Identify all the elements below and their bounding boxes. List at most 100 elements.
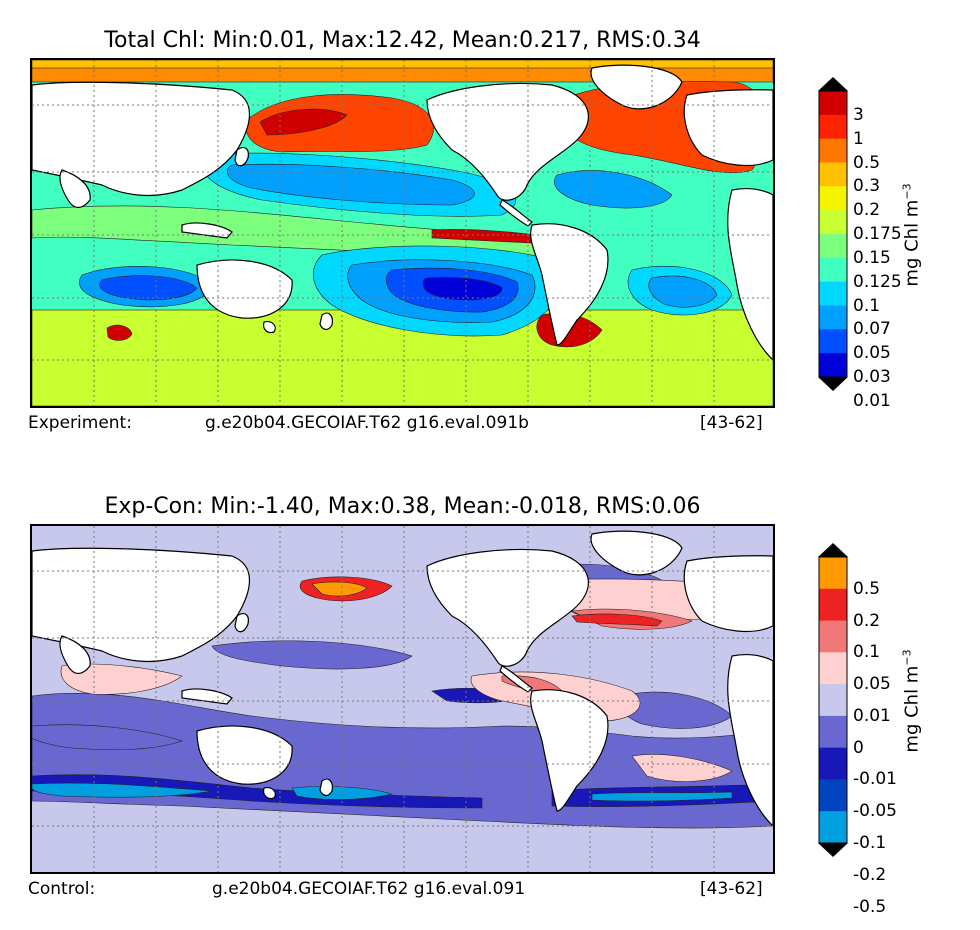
colorbar-segment	[819, 257, 847, 283]
contour-region	[259, 108, 348, 136]
continent	[530, 689, 609, 812]
colorbar-tick-label: 0.5	[853, 152, 881, 173]
colorbar-segment	[819, 684, 847, 717]
continent	[590, 64, 683, 110]
contour-region	[631, 754, 733, 782]
colorbar-under-arrow	[818, 843, 848, 857]
panel1-caption-label: Experiment:	[28, 413, 132, 433]
colorbar-under-arrow	[818, 377, 848, 391]
continent	[234, 613, 249, 633]
panel1-unit-exponent: −3	[900, 183, 914, 200]
contour-region	[648, 275, 718, 308]
colorbar-tick-label: 0.2	[853, 610, 881, 631]
colorbar-tick-label: -0.05	[853, 801, 897, 822]
panel1-colorbar-unit: mg Chl m−3	[901, 183, 923, 286]
colorbar-segment	[819, 747, 847, 780]
colorbar-tick-label: 0.15	[853, 247, 891, 268]
land-masses	[32, 64, 773, 361]
contour-region	[571, 613, 663, 627]
colorbar-tick-label: 0.07	[853, 319, 891, 340]
continent	[263, 787, 276, 800]
panel2-caption-case: g.e20b04.GECOIAF.T62 g16.eval.091	[212, 879, 526, 899]
contour-region	[32, 782, 213, 798]
continent	[181, 222, 233, 239]
contour-region	[245, 94, 434, 153]
colorbar-tick-label: 0.5	[853, 578, 881, 599]
continent	[263, 321, 276, 334]
continent	[426, 548, 589, 667]
panel1-unit-text: mg Chl m	[901, 199, 923, 287]
colorbar-tick-label: -0.1	[853, 833, 887, 853]
contour-region	[99, 275, 198, 301]
colorbar-tick-label: 0.01	[853, 705, 891, 726]
panel2-unit-text: mg Chl m	[901, 665, 923, 753]
continent	[181, 688, 233, 705]
colorbar-over-arrow	[818, 77, 848, 91]
contour-region	[32, 774, 483, 809]
colorbar-tick-label: 0.01	[853, 390, 891, 411]
colorbar-tick-label: -0.5	[853, 896, 887, 917]
colorbar-over-arrow	[818, 543, 848, 557]
colorbar-segment	[819, 210, 847, 235]
colorbar-tick-label: 0.05	[853, 343, 891, 364]
contour-region	[591, 791, 733, 802]
colorbar-segment	[819, 91, 847, 116]
colorbar-segment	[819, 234, 847, 259]
colorbar-segment	[819, 138, 847, 163]
colorbar-segment	[819, 162, 847, 187]
panel1-caption-case: g.e20b04.GECOIAF.T62 g16.eval.091b	[205, 413, 529, 433]
colorbar-segment	[819, 811, 847, 844]
colorbar-tick-label: 1	[853, 128, 864, 149]
continent	[727, 654, 773, 827]
colorbar-segment	[819, 715, 847, 749]
colorbar-tick-label: 0.2	[853, 200, 881, 221]
colorbar-tick-label: 0.175	[853, 224, 902, 244]
continent	[727, 188, 773, 361]
continent	[32, 81, 251, 197]
panel1-caption-years: [43-62]	[700, 413, 763, 433]
colorbar-segment	[819, 114, 847, 140]
colorbar-tick-label: 0	[853, 737, 864, 758]
panel1-title: Total Chl: Min:0.01, Max:12.42, Mean:0.2…	[104, 28, 701, 53]
continent	[59, 169, 91, 209]
colorbar-segment	[819, 353, 847, 378]
contour-region	[311, 581, 368, 597]
continent	[196, 725, 293, 785]
contour-region	[106, 324, 133, 341]
colorbar-segment	[819, 779, 847, 812]
panel2-colorbar-unit: mg Chl m−3	[901, 649, 923, 752]
continent	[234, 147, 249, 167]
continent	[32, 547, 251, 663]
colorbar-segment	[819, 281, 847, 306]
continent	[590, 530, 683, 576]
continent	[196, 259, 293, 319]
continent	[319, 312, 333, 330]
contour-region	[211, 640, 413, 670]
continent	[683, 89, 773, 166]
colorbar-tick-label: 0.05	[853, 674, 891, 695]
colorbar-segment	[819, 588, 847, 622]
colorbar-segment	[819, 557, 847, 590]
continent	[319, 778, 333, 796]
panel2-caption-label: Control:	[28, 879, 96, 899]
panel2-caption-years: [43-62]	[700, 879, 763, 899]
continent	[59, 635, 91, 675]
chlorophyll-map	[30, 58, 775, 408]
panel2-unit-exponent: −3	[900, 649, 914, 666]
contour-region	[32, 60, 773, 69]
contour-region	[60, 663, 183, 695]
colorbar-segment	[819, 329, 847, 354]
graticule	[32, 60, 773, 406]
colorbar-tick-label: -0.01	[853, 769, 897, 790]
colorbar-tick-label: 0.3	[853, 176, 881, 197]
colorbar-tick-label: 0.03	[853, 367, 891, 387]
colorbar-tick-label: 0.1	[853, 642, 881, 663]
panel2-colorbar	[818, 543, 848, 857]
colorbar-tick-label: 3	[853, 104, 864, 125]
contour-region	[422, 277, 503, 301]
contour-region	[32, 724, 183, 751]
colorbar-segment	[819, 652, 847, 685]
colorbar-segment	[819, 620, 847, 653]
land-masses	[32, 530, 773, 827]
panel1-colorbar	[818, 77, 848, 391]
